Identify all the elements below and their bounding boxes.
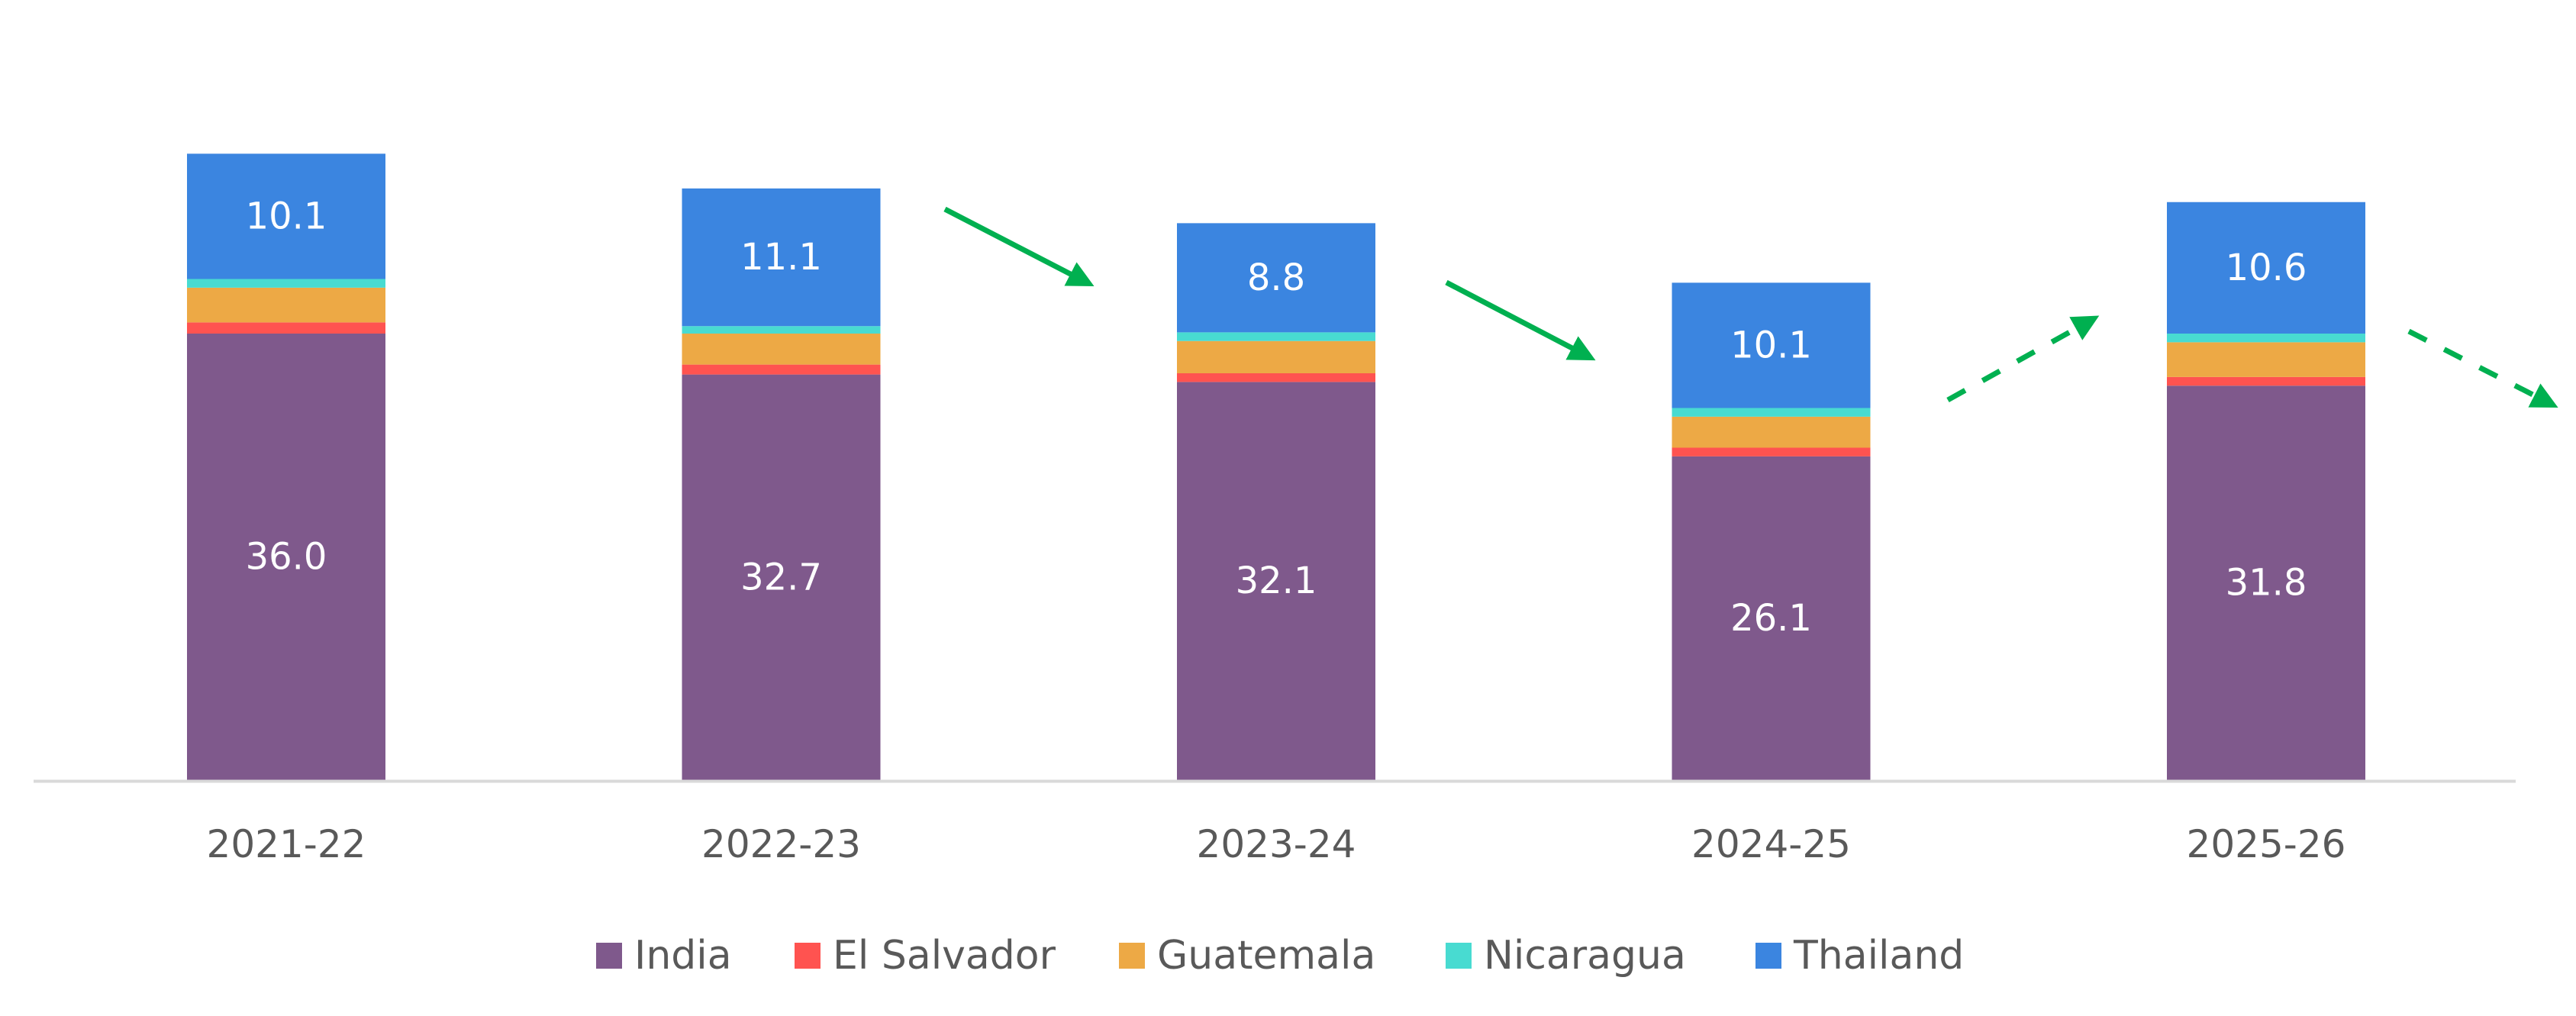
trend-arrow-down-icon xyxy=(943,206,1095,287)
data-label-thailand-2021-22: 10.1 xyxy=(246,195,327,237)
bar-nicaragua-2022-23 xyxy=(682,326,881,334)
data-labels-group: 36.0 10.1 32.7 11.1 32.1 8.8 26.1 10.1 31.8 10.6 xyxy=(246,195,2307,640)
legend-swatch xyxy=(795,943,821,969)
bar-nicaragua-2025-26 xyxy=(2167,334,2365,343)
legend-item-nicaragua: Nicaragua xyxy=(1446,933,1686,979)
legend-label: India xyxy=(634,933,732,979)
bar-el-salvador-2023-24 xyxy=(1177,373,1375,382)
trend-arrow-down-icon xyxy=(1445,279,1596,361)
legend-swatch xyxy=(596,943,622,969)
data-label-thailand-2023-24: 8.8 xyxy=(1247,256,1305,299)
bar-thailand-2024-25 xyxy=(1672,282,1871,408)
data-label-thailand-2024-25: 10.1 xyxy=(1730,324,1812,366)
data-label-india-2023-24: 32.1 xyxy=(1236,560,1317,602)
legend-swatch xyxy=(1446,943,1472,969)
bar-thailand-2025-26 xyxy=(2167,202,2365,334)
x-tick-labels: 2021-22 2022-23 2023-24 2024-25 2025-26 xyxy=(207,822,2346,866)
legend-swatch xyxy=(1119,943,1145,969)
legend-label: Guatemala xyxy=(1157,933,1375,979)
data-label-india-2025-26: 31.8 xyxy=(2226,562,2307,605)
legend-item-india: India xyxy=(596,933,732,979)
data-label-thailand-2022-23: 11.1 xyxy=(740,236,822,279)
bar-guatemala-2022-23 xyxy=(682,334,881,365)
data-label-thailand-2025-26: 10.6 xyxy=(2226,247,2307,289)
bar-thailand-2021-22 xyxy=(187,153,385,279)
legend-item-el-salvador: El Salvador xyxy=(795,933,1056,979)
bar-india-2021-22 xyxy=(187,334,385,780)
bar-thailand-2023-24 xyxy=(1177,223,1375,333)
legend: India El Salvador Guatemala Nicaragua Thaila… xyxy=(596,933,1964,979)
bars-group xyxy=(187,153,2365,780)
x-tick-label: 2022-23 xyxy=(701,822,861,866)
trend-arrow-up-icon xyxy=(1946,315,2100,403)
bar-india-2022-23 xyxy=(682,374,881,780)
data-label-india-2021-22: 36.0 xyxy=(246,536,327,579)
legend-label: El Salvador xyxy=(833,933,1056,979)
bar-thailand-2022-23 xyxy=(682,188,881,327)
data-label-india-2024-25: 26.1 xyxy=(1730,597,1812,640)
legend-label: Thailand xyxy=(1793,933,1964,979)
data-label-india-2022-23: 32.7 xyxy=(740,556,822,598)
x-tick-label: 2024-25 xyxy=(1691,822,1851,866)
bar-el-salvador-2021-22 xyxy=(187,322,385,334)
trend-arrows xyxy=(943,206,2558,408)
trend-arrow-down-icon xyxy=(2407,328,2558,408)
bar-india-2023-24 xyxy=(1177,382,1375,780)
bar-stack-2021-22 xyxy=(187,153,385,780)
x-tick-label: 2023-24 xyxy=(1197,822,1356,866)
legend-label: Nicaragua xyxy=(1484,933,1686,979)
bar-india-2024-25 xyxy=(1672,456,1871,780)
bar-guatemala-2024-25 xyxy=(1672,416,1871,448)
bar-nicaragua-2024-25 xyxy=(1672,408,1871,417)
bar-stack-2025-26 xyxy=(2167,202,2365,780)
legend-item-guatemala: Guatemala xyxy=(1119,933,1375,979)
bar-stack-2022-23 xyxy=(682,188,881,780)
bar-stack-2023-24 xyxy=(1177,223,1375,780)
bar-el-salvador-2025-26 xyxy=(2167,376,2365,386)
bar-india-2025-26 xyxy=(2167,385,2365,780)
x-tick-label: 2025-26 xyxy=(2187,822,2346,866)
x-tick-label: 2021-22 xyxy=(207,822,366,866)
bar-guatemala-2021-22 xyxy=(187,287,385,323)
legend-item-thailand: Thailand xyxy=(1755,933,1964,979)
bar-guatemala-2023-24 xyxy=(1177,340,1375,373)
bar-stack-2024-25 xyxy=(1672,282,1871,780)
bar-el-salvador-2024-25 xyxy=(1672,447,1871,456)
bar-el-salvador-2022-23 xyxy=(682,364,881,375)
bar-nicaragua-2023-24 xyxy=(1177,332,1375,341)
bar-nicaragua-2021-22 xyxy=(187,279,385,288)
bar-guatemala-2025-26 xyxy=(2167,342,2365,377)
legend-swatch xyxy=(1755,943,1781,969)
